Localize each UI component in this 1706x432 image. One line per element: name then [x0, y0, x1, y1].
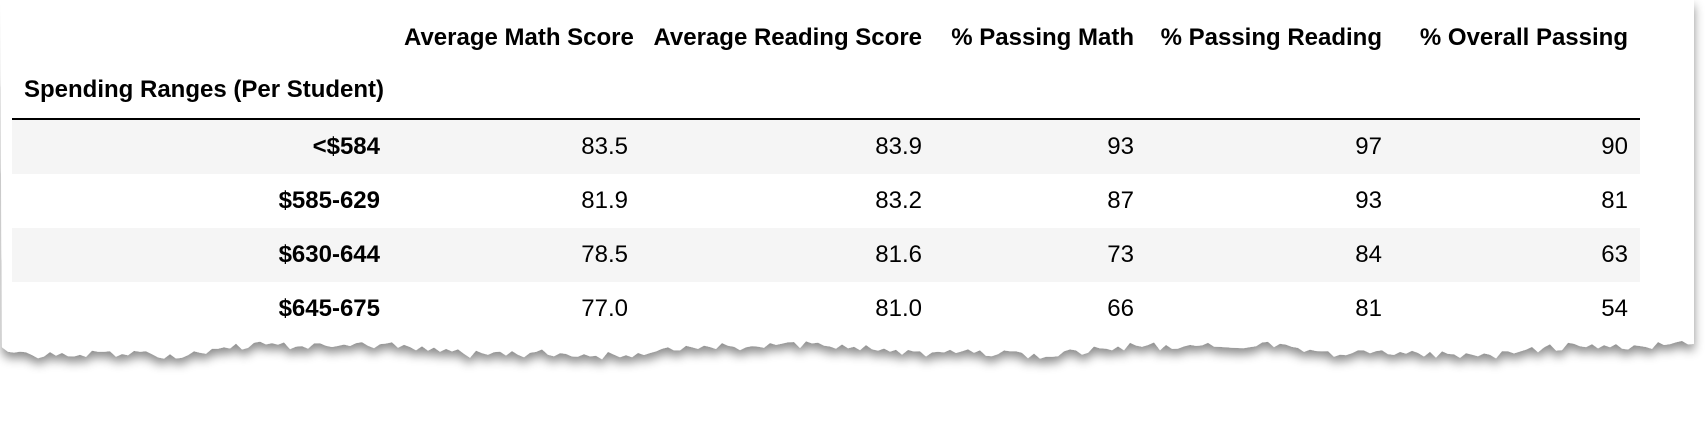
table-cell: 81	[1355, 295, 1382, 322]
row-index: $585-629	[278, 187, 380, 214]
index-name-row: Spending Ranges (Per Student)	[12, 62, 1640, 120]
index-row-blank	[1394, 62, 1640, 120]
dataframe-table: Average Math Score Average Reading Score…	[12, 14, 1640, 336]
column-header: Average Math Score	[404, 24, 634, 51]
index-row-blank	[934, 62, 1146, 120]
table-cell: 84	[1355, 241, 1382, 268]
row-index: $645-675	[278, 295, 380, 322]
table-cell: 54	[1601, 295, 1628, 322]
table-row: <$584 83.5 83.9 93 97 90	[12, 119, 1640, 174]
table-cell: 87	[1107, 187, 1134, 214]
table-cell: 81.0	[875, 295, 922, 322]
index-name: Spending Ranges (Per Student)	[12, 62, 392, 120]
table-cell: 66	[1107, 295, 1134, 322]
table-cell: 77.0	[581, 295, 628, 322]
table-cell: 93	[1107, 133, 1134, 160]
index-row-blank	[640, 62, 934, 120]
table-cell: 81.6	[875, 241, 922, 268]
column-header-row: Average Math Score Average Reading Score…	[12, 14, 1640, 62]
column-header: % Overall Passing	[1419, 24, 1628, 51]
table-cell: 93	[1355, 187, 1382, 214]
table-cell: 81.9	[581, 187, 628, 214]
table-row: $645-675 77.0 81.0 66 81 54	[12, 282, 1640, 336]
column-header: % Passing Reading	[1160, 24, 1382, 51]
table-cell: 83.5	[581, 133, 628, 160]
table-row: $585-629 81.9 83.2 87 93 81	[12, 174, 1640, 228]
row-index: <$584	[312, 133, 380, 160]
table-cell: 63	[1601, 241, 1628, 268]
row-index: $630-644	[278, 241, 380, 268]
table-cell: 97	[1355, 133, 1382, 160]
column-header: % Passing Math	[951, 24, 1134, 51]
index-row-blank	[1146, 62, 1394, 120]
table-cell: 83.9	[875, 133, 922, 160]
header-blank	[12, 14, 392, 62]
table-cell: 81	[1601, 187, 1628, 214]
column-header: Average Reading Score	[653, 24, 922, 51]
index-row-blank	[392, 62, 640, 120]
table-cell: 78.5	[581, 241, 628, 268]
table-cell: 90	[1601, 133, 1628, 160]
table-cell: 73	[1107, 241, 1134, 268]
table-row: $630-644 78.5 81.6 73 84 63	[12, 228, 1640, 282]
table-cell: 83.2	[875, 187, 922, 214]
